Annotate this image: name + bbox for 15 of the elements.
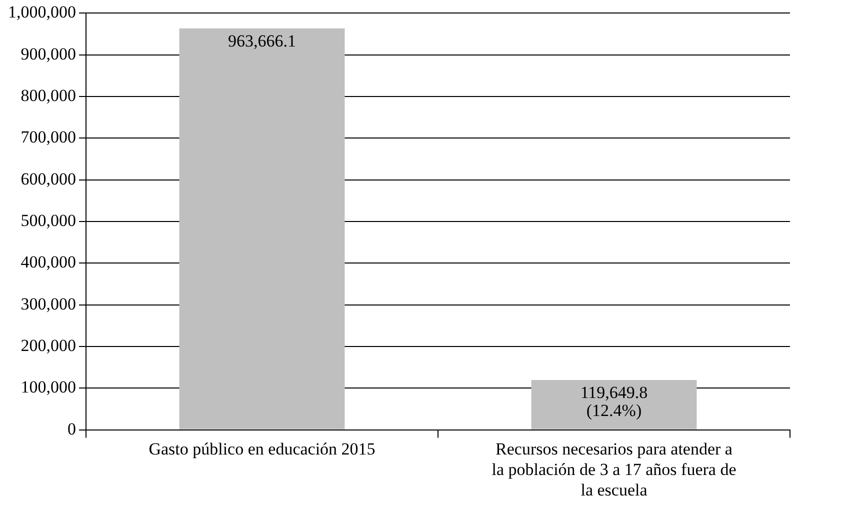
x-tick-label: Gasto público en educación 2015 — [148, 439, 376, 458]
y-tick-label: 100,000 — [20, 378, 76, 397]
y-tick-label: 600,000 — [20, 169, 76, 188]
y-tick-label: 900,000 — [20, 44, 76, 64]
x-tick-label: Recursos necesarios para atender a la población de 3 a 17 años fuera de la escuela — [492, 439, 736, 500]
y-tick-label: 400,000 — [20, 252, 76, 272]
y-tick-label: 800,000 — [20, 86, 76, 105]
y-tick-label: 0 — [68, 419, 76, 438]
y-tick-label: 200,000 — [20, 336, 76, 355]
y-tick-label: 1,000,000 — [8, 2, 76, 22]
y-tick-label: 700,000 — [20, 128, 76, 147]
data-label: 963,666.1 — [228, 31, 296, 50]
y-tick-label: 300,000 — [20, 294, 76, 314]
data-label: 119,649.8 (12.4%) — [580, 382, 648, 420]
y-tick-label: 500,000 — [20, 210, 76, 230]
